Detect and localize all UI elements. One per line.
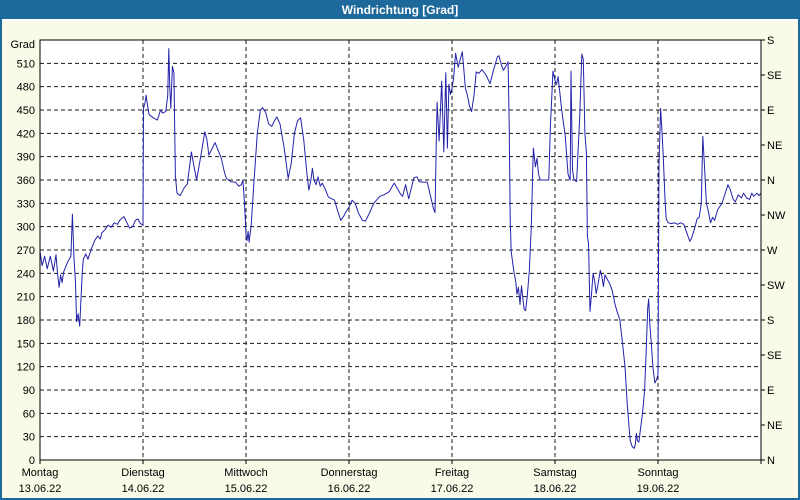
- y-axis-tick-label: 150: [17, 338, 35, 350]
- y-axis-tick-label: 510: [17, 58, 35, 70]
- y-axis-tick-label: 0: [29, 455, 35, 467]
- y-axis-tick-label: 360: [17, 175, 35, 187]
- wind-direction-chart: Grad 0 30 60 90 120 150 180 210 240 270 300 330 360 39…: [11, 35, 786, 495]
- y-axis-tick-label: 60: [23, 408, 35, 420]
- compass-tick-label: NW: [767, 210, 786, 222]
- compass-tick-label: SW: [767, 280, 785, 292]
- y-axis-tick-label: 450: [17, 105, 35, 117]
- y-axis-tick-label: 300: [17, 222, 35, 234]
- title-bar: Windrichtung [Grad]: [2, 2, 798, 21]
- compass-tick-label: S: [767, 315, 774, 327]
- compass-tick-label: N: [767, 175, 775, 187]
- day-date-label: 16.06.22: [328, 483, 371, 495]
- y-axis-tick-label: 480: [17, 82, 35, 94]
- day-date-label: 13.06.22: [19, 483, 62, 495]
- day-date-label: 15.06.22: [225, 483, 268, 495]
- y-axis-tick-label: 270: [17, 245, 35, 257]
- day-date-label: 14.06.22: [122, 483, 165, 495]
- compass-tick-label: N: [767, 455, 775, 467]
- compass-tick-label: S: [767, 35, 774, 47]
- day-name-label: Samstag: [533, 467, 576, 479]
- compass-tick-label: E: [767, 385, 774, 397]
- y-axis-tick-label: 330: [17, 198, 35, 210]
- y-axis-tick-label: 30: [23, 432, 35, 444]
- compass-tick-label: SE: [767, 70, 782, 82]
- y-axis-unit-label: Grad: [11, 39, 35, 51]
- y-axis-tick-label: 90: [23, 385, 35, 397]
- y-axis-tick-label: 210: [17, 292, 35, 304]
- y-axis-tick-label: 120: [17, 362, 35, 374]
- day-date-label: 18.06.22: [534, 483, 577, 495]
- compass-tick-label: E: [767, 105, 774, 117]
- day-name-label: Sonntag: [638, 467, 679, 479]
- compass-tick-label: NE: [767, 140, 782, 152]
- day-date-label: 17.06.22: [431, 483, 474, 495]
- day-name-label: Montag: [22, 467, 59, 479]
- chart-title: Windrichtung [Grad]: [341, 3, 459, 17]
- y-axis-tick-label: 390: [17, 152, 35, 164]
- y-axis-tick-label: 420: [17, 128, 35, 140]
- day-name-label: Donnerstag: [321, 467, 378, 479]
- day-date-label: 19.06.22: [637, 483, 680, 495]
- day-name-label: Mittwoch: [224, 467, 267, 479]
- compass-tick-label: NE: [767, 420, 782, 432]
- day-name-label: Freitag: [435, 467, 469, 479]
- day-name-label: Dienstag: [121, 467, 164, 479]
- compass-tick-label: SE: [767, 350, 782, 362]
- y-axis-tick-label: 180: [17, 315, 35, 327]
- compass-tick-label: W: [767, 245, 778, 257]
- wind-direction-line: [39, 48, 762, 449]
- y-axis-tick-label: 240: [17, 268, 35, 280]
